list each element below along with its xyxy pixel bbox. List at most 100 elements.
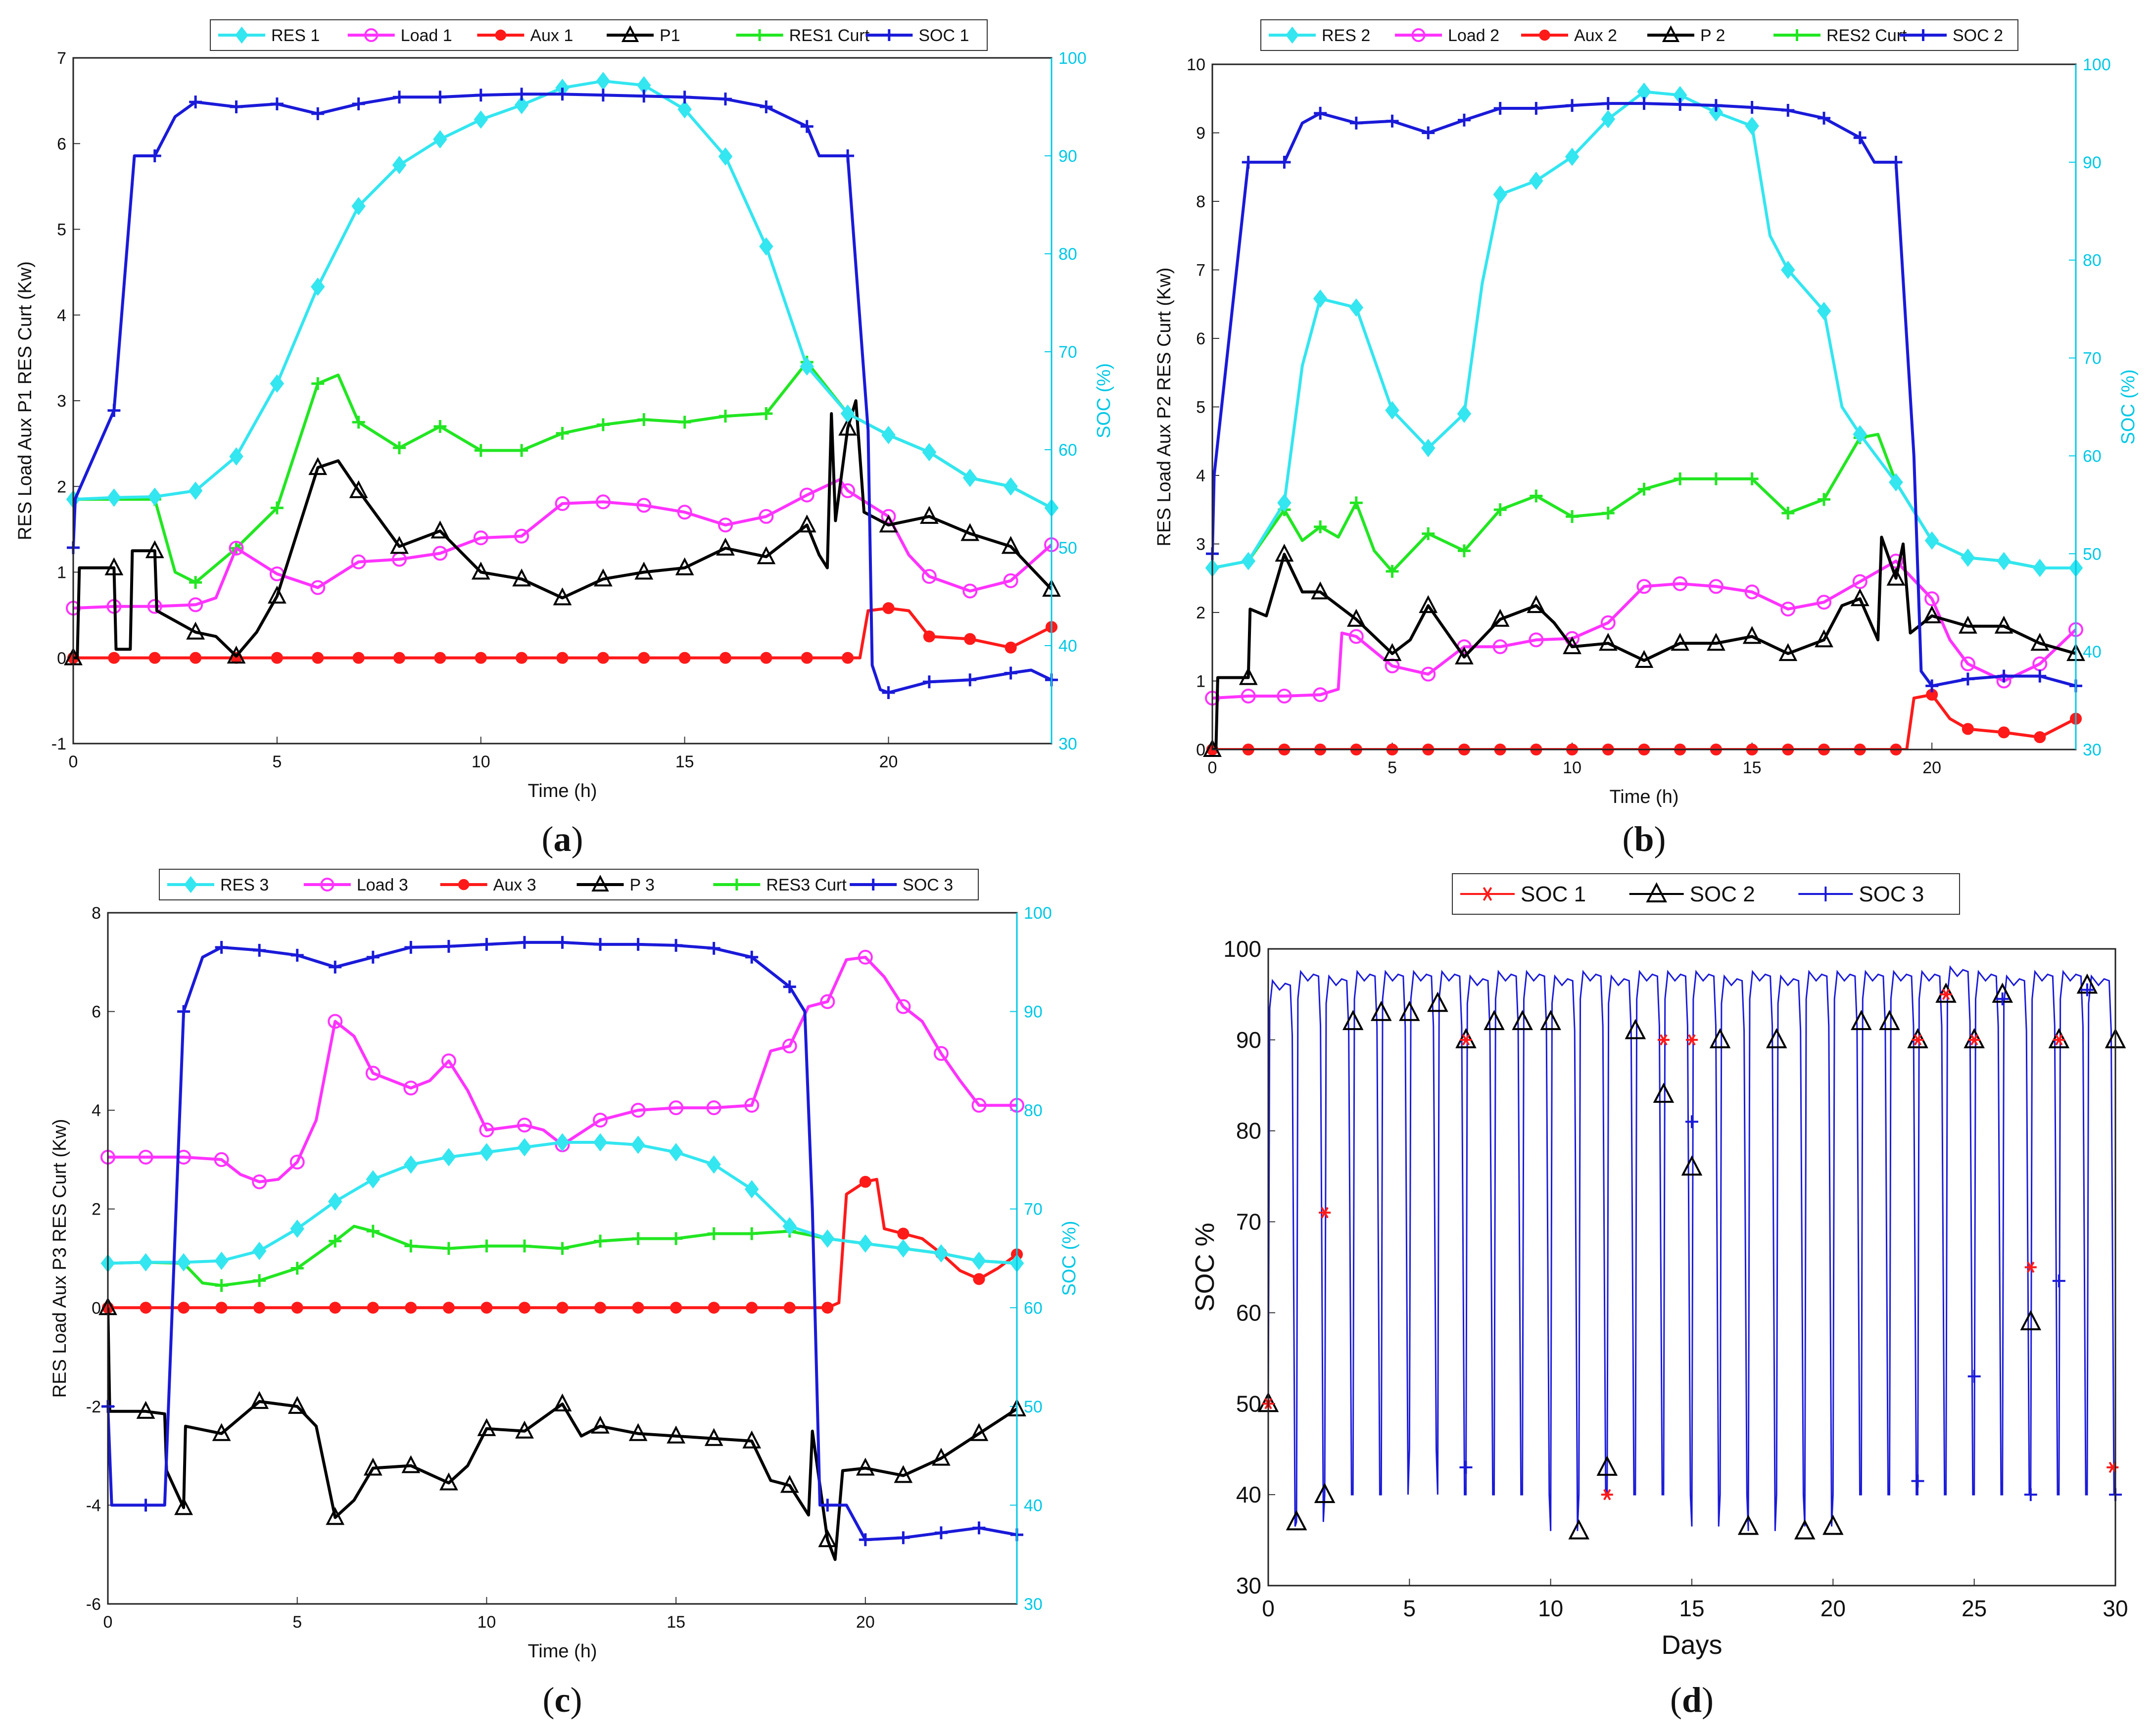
marker-filled-circle: [2034, 731, 2046, 744]
y-axis-label: SOC %: [1190, 1222, 1220, 1312]
marker-plus: [745, 1227, 759, 1240]
marker-triangle: [1239, 667, 1258, 685]
legend-label: RES 1: [271, 26, 320, 45]
y2-tick-label: 30: [1058, 735, 1077, 753]
star-stroke: [1914, 1034, 1922, 1046]
y-tick-label: 2: [57, 477, 66, 496]
marker-triangle: [431, 520, 450, 539]
legend-item: Load 3: [303, 876, 408, 894]
marker-triangle: [1850, 588, 1869, 607]
y-tick-label: 4: [57, 306, 66, 325]
marker-open-circle: [351, 554, 366, 569]
marker-open-circle: [403, 1080, 419, 1096]
y-tick-label: -1: [51, 735, 66, 753]
legend-item: P 2: [1647, 25, 1725, 45]
marker-diamond: [972, 1251, 986, 1270]
series-line-p: [108, 1308, 1017, 1561]
marker-filled-circle: [708, 1302, 720, 1314]
marker-plus: [253, 943, 266, 957]
marker-plus: [745, 950, 759, 964]
marker-plus: [393, 91, 406, 104]
marker-diamond: [759, 237, 773, 256]
marker-open-circle: [718, 517, 733, 533]
x-tick-label: 20: [879, 752, 898, 771]
y-tick-label: 4: [1196, 467, 1205, 485]
marker-triangle: [512, 568, 531, 587]
marker-diamond: [1277, 493, 1292, 512]
marker-plus: [1781, 507, 1795, 520]
legend-box: [159, 869, 979, 900]
x-tick-label: 30: [2103, 1595, 2128, 1621]
marker-plus: [1457, 544, 1471, 558]
marker-triangle: [326, 1507, 345, 1525]
marker-triangle: [471, 562, 490, 580]
marker-diamond: [184, 876, 197, 893]
marker-triangle: [621, 25, 639, 42]
marker-soc1-star: [2107, 1461, 2119, 1473]
x-tick-label: 25: [1962, 1595, 1987, 1621]
marker-plus: [1422, 527, 1435, 540]
marker-diamond: [188, 481, 203, 500]
marker-triangle: [1383, 643, 1402, 661]
legend-label: P 2: [1700, 26, 1725, 45]
marker-plus: [515, 444, 528, 457]
marker-filled-circle: [215, 1302, 228, 1314]
marker-triangle: [591, 875, 609, 891]
marker-plus: [637, 90, 651, 103]
marker-triangle: [1922, 605, 1942, 623]
marker-diamond: [593, 1133, 608, 1152]
marker-open-circle: [1960, 656, 1975, 671]
marker-diamond: [404, 1155, 418, 1174]
y2-axis-label: SOC (%): [2118, 370, 2139, 445]
marker-plus: [442, 939, 455, 953]
marker-plus: [311, 107, 325, 120]
y-tick-label: 90: [1236, 1027, 1261, 1053]
marker-filled-circle: [801, 652, 813, 664]
marker-plus: [352, 97, 365, 111]
marker-open-circle: [858, 949, 873, 965]
y-tick-label: 7: [57, 49, 66, 68]
marker-soc1-star: [1460, 1034, 1472, 1046]
legend-item: RES1 Curt: [736, 26, 870, 45]
marker-diamond: [1004, 477, 1018, 496]
y-tick-label: 8: [92, 904, 101, 923]
y-tick-label: 30: [1236, 1573, 1261, 1598]
plot-frame: [1267, 948, 2116, 1587]
marker-plus: [1422, 126, 1435, 140]
y-tick-label: 3: [57, 392, 66, 411]
y2-tick-label: 90: [1024, 1003, 1043, 1022]
y2-axis-label: SOC (%): [1059, 1221, 1080, 1296]
marker-plus: [883, 29, 895, 41]
marker-diamond: [252, 1241, 267, 1261]
x-axis-label: Time (h): [527, 1641, 597, 1662]
marker-filled-circle: [670, 1302, 682, 1314]
y-axis-label: RES Load Aux P1 RES Curt (Kw): [15, 261, 36, 540]
marker-open-circle: [479, 1123, 494, 1138]
marker-filled-circle: [434, 652, 446, 664]
marker-plus: [596, 89, 610, 102]
marker-diamond: [1961, 548, 1975, 567]
star-stroke: [2055, 1034, 2063, 1046]
marker-soc2-triangle: [1625, 1019, 1646, 1039]
marker-triangle: [667, 1425, 686, 1444]
marker-triangle: [838, 418, 858, 436]
marker-filled-circle: [964, 633, 976, 645]
marker-diamond: [744, 1180, 759, 1199]
marker-filled-circle: [140, 1302, 152, 1314]
marker-soc2-triangle: [1427, 991, 1448, 1012]
marker-triangle: [742, 1430, 762, 1449]
y-tick-label: 1: [1196, 672, 1205, 691]
marker-plus: [329, 1234, 342, 1248]
marker-diamond: [514, 95, 529, 114]
y2-tick-label: 90: [1058, 147, 1077, 166]
marker-soc2-triangle: [1653, 1082, 1675, 1103]
marker-soc2-triangle: [1342, 1010, 1364, 1031]
marker-plus: [631, 1232, 645, 1245]
marker-diamond: [392, 156, 407, 175]
marker-plus: [329, 960, 342, 974]
marker-plus: [518, 1239, 531, 1253]
star-stroke: [1970, 1034, 1978, 1046]
y-tick-label: 1: [57, 563, 66, 582]
y2-tick-label: 100: [1058, 49, 1087, 68]
marker-plus: [678, 416, 691, 429]
